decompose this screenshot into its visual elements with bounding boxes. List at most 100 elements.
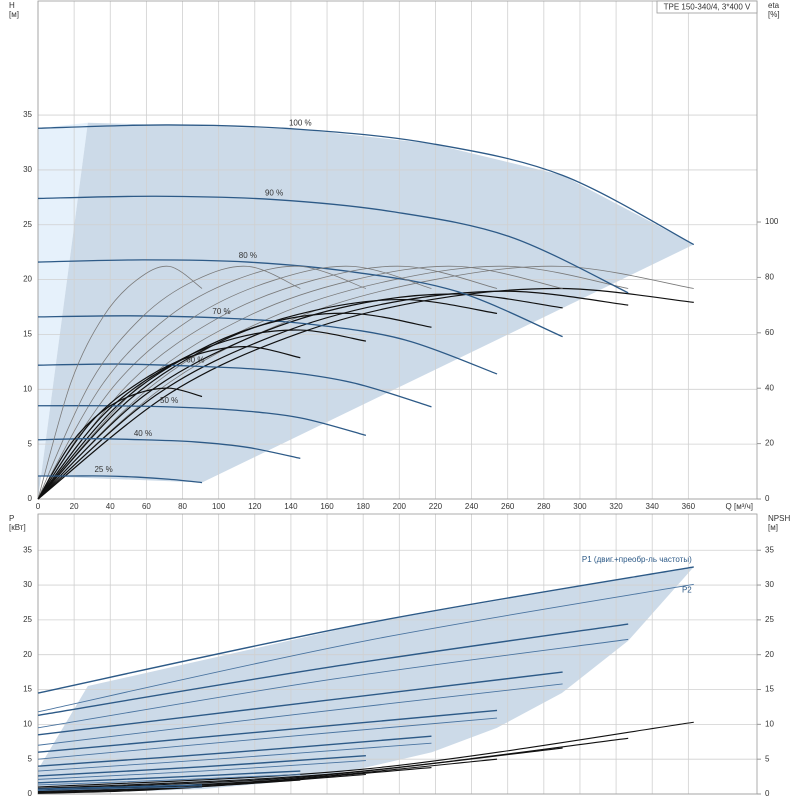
- p2-curve: [37, 583, 694, 713]
- npsh-curve: [37, 786, 203, 794]
- y2-tick-label: 10: [765, 719, 774, 728]
- y2-tick-label: 30: [765, 580, 774, 589]
- p1-curve: [37, 623, 629, 716]
- y-tick-label: 10: [23, 384, 32, 393]
- y2-tick-label: 60: [765, 328, 774, 337]
- y-tick-label: 30: [23, 580, 32, 589]
- x-tick-label: 120: [248, 502, 262, 511]
- efficiency-curve: [37, 265, 629, 500]
- y2-tick-label: 0: [765, 494, 770, 503]
- speed-label: 25 %: [94, 465, 112, 474]
- y2-tick-label: 20: [765, 650, 774, 659]
- x-tick-label: 360: [682, 502, 696, 511]
- efficiency-curve: [37, 265, 694, 500]
- x-tick-label: 140: [284, 502, 298, 511]
- x-tick-label: 80: [178, 502, 187, 511]
- y2-tick-label: 35: [765, 545, 774, 554]
- speed-label: 70 %: [212, 307, 230, 316]
- y-tick-label: 0: [28, 789, 33, 798]
- p2-curve: [37, 760, 366, 780]
- y-tick-label: 25: [23, 615, 32, 624]
- y-axis-label: P: [9, 514, 14, 523]
- y2-axis-label: eta: [768, 1, 780, 10]
- head-curve: [37, 405, 367, 437]
- efficiency-curve: [37, 265, 367, 500]
- y-tick-label: 35: [23, 110, 32, 119]
- y2-tick-label: 15: [765, 685, 774, 694]
- x-tick-label: 280: [537, 502, 551, 511]
- y2-axis-label: NPSH: [768, 514, 790, 523]
- y-axis-label: [м]: [9, 10, 19, 19]
- p1-curve: [37, 671, 563, 736]
- y-axis-label: H: [9, 1, 15, 10]
- head-curve: [37, 315, 498, 375]
- y-tick-label: 5: [28, 439, 33, 448]
- x-tick-label: 260: [501, 502, 515, 511]
- p2-curve: [37, 683, 563, 746]
- x-tick-label: 180: [356, 502, 370, 511]
- x-tick-label: 300: [573, 502, 587, 511]
- y2-tick-label: 25: [765, 615, 774, 624]
- head-curve: [37, 438, 301, 460]
- speed-label: 100 %: [289, 118, 312, 127]
- p2-curve: [37, 742, 432, 772]
- y2-tick-label: 0: [765, 789, 770, 798]
- y2-tick-label: 5: [765, 754, 770, 763]
- title-box: [656, 0, 758, 14]
- efficiency-curve: [37, 265, 301, 500]
- chart-title: TPE 150-340/4, 3*400 V: [664, 3, 751, 12]
- x-tick-label: 60: [142, 502, 151, 511]
- y-tick-label: 15: [23, 685, 32, 694]
- x-tick-label: 320: [609, 502, 623, 511]
- x-tick-label: 40: [106, 502, 115, 511]
- p1-curve: [37, 735, 432, 767]
- x-tick-label: 0: [36, 502, 41, 511]
- y2-axis-label: [м]: [768, 523, 778, 532]
- operating-envelope: [38, 122, 694, 500]
- x-tick-label: 240: [465, 502, 479, 511]
- head-curve: [37, 259, 563, 338]
- efficiency-curve: [37, 265, 498, 500]
- p2-curve: [37, 717, 498, 760]
- y-tick-label: 20: [23, 650, 32, 659]
- p1-curve: [37, 784, 203, 790]
- head-curve: [37, 363, 432, 408]
- speed-label: 50 %: [160, 396, 178, 405]
- x-tick-label: 200: [393, 502, 407, 511]
- p2-curve: [37, 774, 301, 786]
- y2-tick-label: 100: [765, 217, 779, 226]
- y-tick-label: 30: [23, 165, 32, 174]
- total-efficiency-curve: [37, 329, 366, 500]
- x-tick-label: 20: [70, 502, 79, 511]
- p1-curve: [37, 709, 498, 753]
- plot-frame: [37, 513, 758, 795]
- total-efficiency-curve: [37, 387, 203, 500]
- p1-curve: [37, 566, 694, 694]
- x-tick-label: 160: [320, 502, 334, 511]
- total-efficiency-curve: [37, 290, 629, 500]
- x-axis-label: Q [м³/ч]: [726, 502, 753, 511]
- y2-tick-label: 80: [765, 273, 774, 282]
- y-tick-label: 35: [23, 545, 32, 554]
- annotation: P2: [682, 585, 692, 594]
- p1-curve: [37, 754, 366, 777]
- y-tick-label: 20: [23, 275, 32, 284]
- plot-frame: [37, 0, 758, 500]
- speed-label: 40 %: [134, 429, 152, 438]
- speed-label: 90 %: [265, 189, 283, 198]
- y-tick-label: 5: [28, 754, 33, 763]
- y-tick-label: 25: [23, 220, 32, 229]
- npsh-curve: [37, 721, 694, 788]
- y-axis-label: [кВт]: [9, 523, 26, 532]
- efficiency-curve: [37, 265, 203, 500]
- head-curve: [37, 195, 629, 294]
- head-curve: [38, 475, 203, 484]
- speed-label: 60 %: [186, 355, 204, 364]
- y-tick-label: 0: [28, 494, 33, 503]
- head-curve: [37, 124, 695, 246]
- annotation: P1 (двиг.+преобр-ль частоты): [582, 555, 692, 564]
- y2-axis-label: [%]: [768, 10, 780, 19]
- y2-tick-label: 20: [765, 439, 774, 448]
- p2-curve: [37, 786, 203, 791]
